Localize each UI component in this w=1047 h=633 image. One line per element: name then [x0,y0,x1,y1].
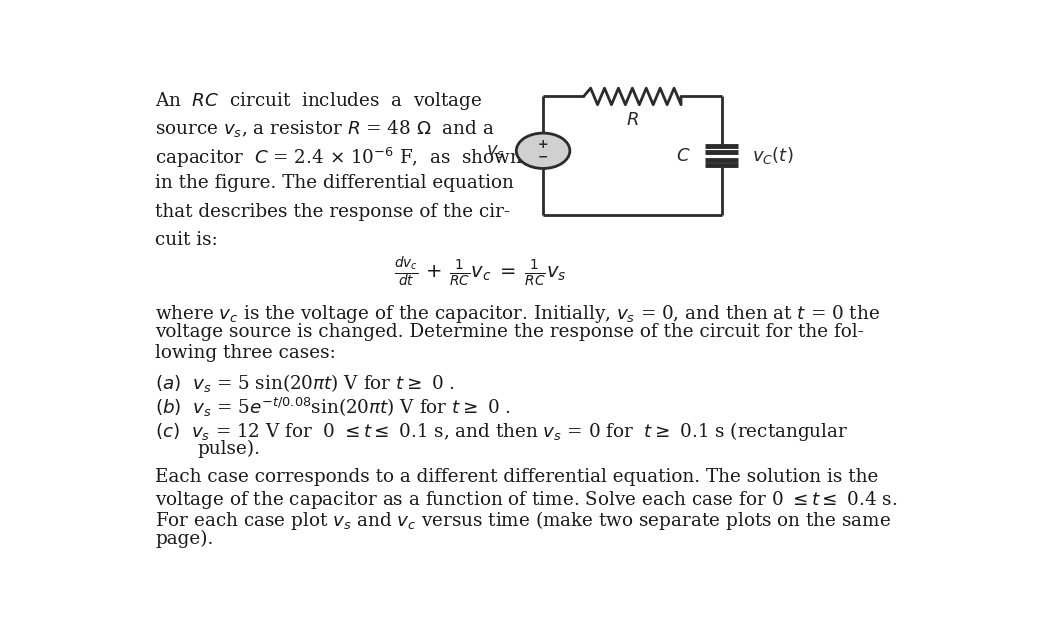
Text: lowing three cases:: lowing three cases: [155,344,336,361]
Text: where $v_c$ is the voltage of the capacitor. Initially, $v_s$ = 0, and then at $: where $v_c$ is the voltage of the capaci… [155,303,881,325]
Text: that describes the response of the cir-: that describes the response of the cir- [155,203,510,221]
Text: $(a)$  $v_s$ = 5 sin(20$\pi t$) V for $t\geq$ 0 .: $(a)$ $v_s$ = 5 sin(20$\pi t$) V for $t\… [155,372,455,394]
Text: capacitor  $C$ = 2.4 $\times$ 10$^{-6}$ F,  as  shown: capacitor $C$ = 2.4 $\times$ 10$^{-6}$ F… [155,146,524,170]
Text: pulse).: pulse). [198,440,261,458]
Text: Each case corresponds to a different differential equation. The solution is the: Each case corresponds to a different dif… [155,468,878,486]
Ellipse shape [516,133,570,168]
Text: $R$: $R$ [626,111,639,129]
Text: voltage of the capacitor as a function of time. Solve each case for 0 $\leq t\le: voltage of the capacitor as a function o… [155,489,897,511]
Text: in the figure. The differential equation: in the figure. The differential equation [155,175,514,192]
Text: $v_C(t)$: $v_C(t)$ [753,145,794,166]
Text: +: + [538,138,549,151]
Text: $(c)$  $v_s$ = 12 V for  0 $\leq t\leq$ 0.1 s, and then $v_s$ = 0 for  $t\geq$ 0: $(c)$ $v_s$ = 12 V for 0 $\leq t\leq$ 0.… [155,420,849,442]
Text: −: − [538,151,549,163]
Text: $C$: $C$ [676,147,691,165]
Text: page).: page). [155,530,214,548]
Text: $\frac{dv_c}{dt}$$\,+\,\frac{1}{RC}$$v_c$$\;=\;\frac{1}{RC}$$v_s$: $\frac{dv_c}{dt}$$\,+\,\frac{1}{RC}$$v_c… [394,254,566,289]
Text: For each case plot $v_s$ and $v_c$ versus time (make two separate plots on the s: For each case plot $v_s$ and $v_c$ versu… [155,510,891,532]
Text: $(b)$  $v_s$ = 5$e^{-t/0.08}$sin(20$\pi t$) V for $t\geq$ 0 .: $(b)$ $v_s$ = 5$e^{-t/0.08}$sin(20$\pi t… [155,396,511,419]
Text: $v_s$: $v_s$ [486,142,505,160]
Text: source $v_s$, a resistor $R$ = 48 $\Omega$  and a: source $v_s$, a resistor $R$ = 48 $\Omeg… [155,118,495,139]
Text: voltage source is changed. Determine the response of the circuit for the fol-: voltage source is changed. Determine the… [155,323,864,341]
Text: cuit is:: cuit is: [155,231,218,249]
Text: An  $RC$  circuit  includes  a  voltage: An $RC$ circuit includes a voltage [155,90,483,111]
